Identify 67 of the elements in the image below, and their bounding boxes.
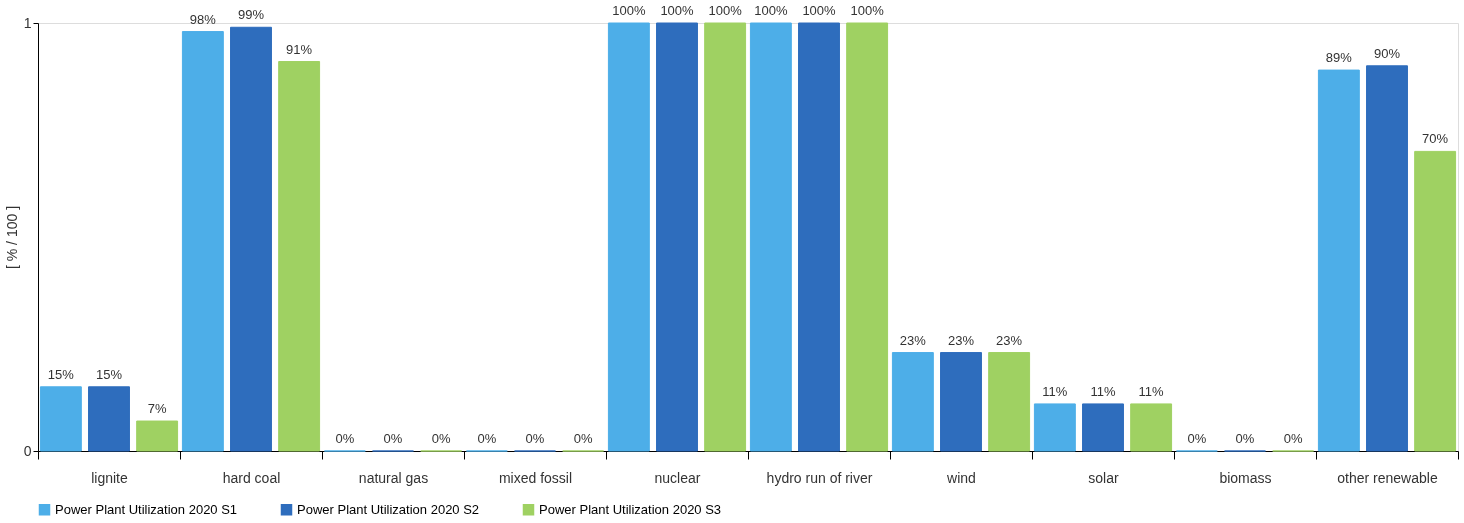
legend-label: Power Plant Utilization 2020 S1 (55, 501, 238, 517)
x-tick-label: biomass (1219, 469, 1272, 486)
bar (1033, 403, 1076, 452)
data-label: 0% (477, 431, 497, 446)
bar (88, 386, 130, 452)
x-tick-label: mixed fossil (498, 469, 573, 486)
x-tick-label: lignite (91, 469, 128, 486)
data-label: 15% (47, 366, 75, 382)
legend-label: Power Plant Utilization 2020 S3 (539, 501, 722, 517)
bar (230, 26, 272, 452)
data-label: 90% (1373, 45, 1401, 61)
bar (1366, 65, 1408, 452)
bar (607, 22, 650, 452)
data-label: 100% (708, 3, 743, 18)
y-tick-label: 1 (23, 14, 32, 31)
bar (1130, 403, 1173, 452)
data-label: 23% (947, 332, 975, 348)
data-label: 98% (189, 11, 217, 27)
data-label: 99% (237, 7, 265, 23)
bar (278, 61, 321, 452)
data-label: 7% (147, 401, 167, 417)
data-label: 70% (1422, 131, 1449, 147)
data-label: 0% (1235, 431, 1255, 446)
bar (846, 22, 889, 452)
bar (1082, 403, 1124, 452)
data-label: 0% (525, 431, 545, 446)
data-label: 0% (335, 431, 355, 446)
data-label: 100% (612, 3, 646, 18)
bar (704, 22, 747, 452)
x-tick-label: other renewable (1337, 469, 1438, 486)
data-label: 11% (1138, 383, 1165, 399)
data-label: 100% (754, 3, 788, 18)
x-tick-label: hydro run of river (766, 469, 873, 486)
data-label: 100% (802, 3, 837, 18)
x-tick-label: hard coal (222, 469, 281, 486)
data-label: 15% (95, 366, 123, 382)
x-tick-label: natural gas (358, 469, 429, 486)
y-tick-label: 0 (23, 442, 32, 459)
bar (891, 352, 934, 452)
bar (749, 22, 792, 452)
bar (181, 31, 224, 452)
data-label: 0% (431, 431, 451, 446)
data-label: 0% (383, 431, 403, 446)
bar (39, 386, 82, 452)
data-label: 0% (1187, 431, 1207, 446)
legend-label: Power Plant Utilization 2020 S2 (297, 501, 480, 517)
data-label: 0% (573, 431, 593, 446)
bar (1414, 150, 1457, 452)
x-tick-label: nuclear (654, 469, 701, 486)
data-label: 89% (1325, 50, 1353, 66)
bar (940, 352, 982, 452)
bar (656, 22, 698, 452)
data-label: 100% (850, 3, 885, 18)
bar (1317, 69, 1360, 452)
data-label: 11% (1042, 383, 1068, 399)
data-label: 91% (286, 41, 313, 57)
data-label: 0% (1283, 431, 1303, 446)
bar (798, 22, 840, 452)
bar (988, 352, 1031, 452)
data-label: 23% (899, 332, 927, 348)
x-tick-label: solar (1088, 469, 1119, 486)
data-label: 23% (996, 332, 1023, 348)
data-label: 100% (660, 3, 695, 18)
y-axis-title: [ % / 100 ] (3, 205, 20, 270)
x-tick-label: wind (946, 469, 976, 486)
data-label: 11% (1090, 383, 1116, 399)
bar (136, 420, 179, 452)
